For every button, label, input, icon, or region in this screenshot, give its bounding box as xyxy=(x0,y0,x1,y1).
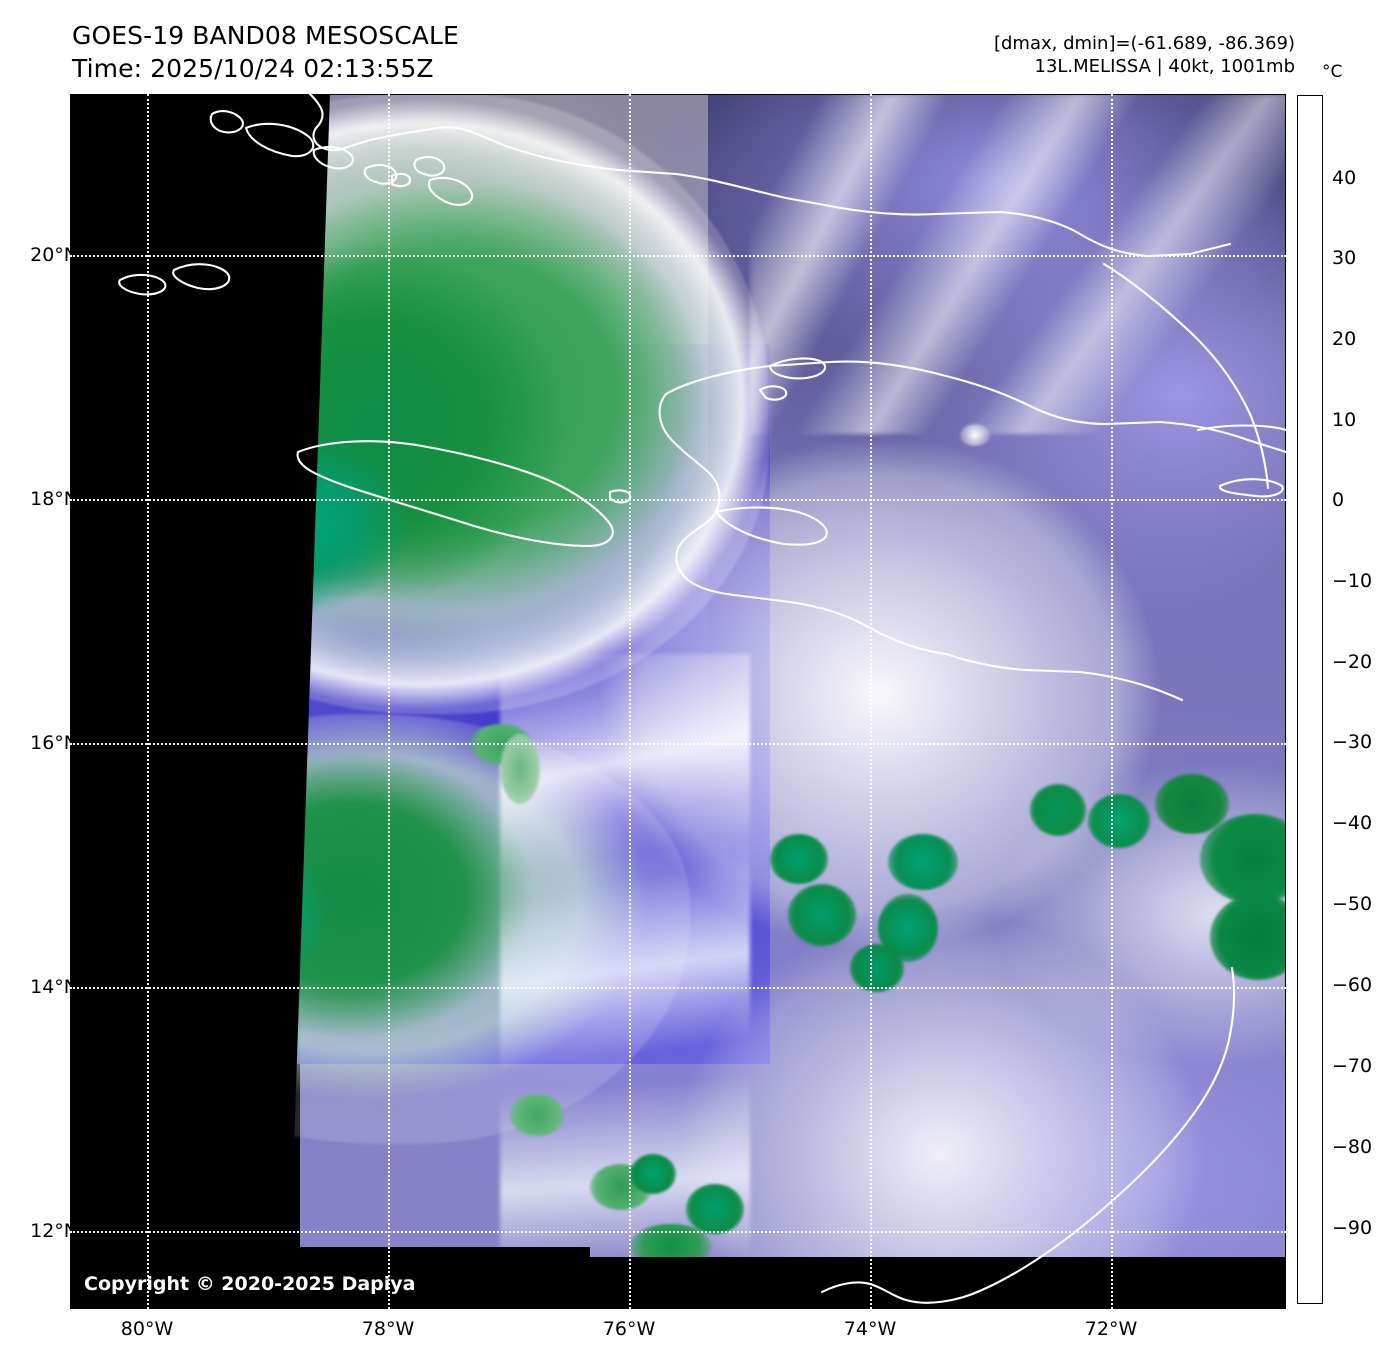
timestamp-label: Time: 2025/10/24 02:13:55Z xyxy=(72,53,434,83)
convective-cell xyxy=(770,834,828,884)
convective-cell xyxy=(960,424,990,446)
convective-cell xyxy=(510,1094,564,1136)
colorbar-tick-label: 30 xyxy=(1332,247,1357,269)
convective-cell xyxy=(1155,774,1229,834)
convective-cell xyxy=(850,944,904,992)
ytick-label: 16°N xyxy=(30,732,78,754)
convective-cell xyxy=(500,734,540,804)
colorbar-tick-label: 0 xyxy=(1332,489,1345,511)
colorbar xyxy=(1297,95,1323,1304)
xtick-label: 80°W xyxy=(120,1318,174,1340)
no-data-region xyxy=(70,94,330,1309)
dminmax-label: [dmax, dmin]=(-61.689, -86.369) xyxy=(993,33,1295,54)
title-block: GOES-19 BAND08 MESOSCALE Time: 2025/10/2… xyxy=(72,20,459,85)
storm-info-label: 13L.MELISSA | 40kt, 1001mb xyxy=(1034,56,1296,78)
colorbar-tick-label: −20 xyxy=(1332,651,1373,673)
convective-cell xyxy=(630,1154,676,1194)
colorbar-tick-label: −30 xyxy=(1332,731,1373,753)
xtick-label: 74°W xyxy=(843,1318,897,1340)
colorbar-tick-label: 20 xyxy=(1332,328,1357,350)
convective-cell xyxy=(1088,794,1150,848)
ytick-label: 12°N xyxy=(30,1220,78,1242)
copyright-label: Copyright © 2020-2025 Dapiya xyxy=(84,1273,416,1295)
colorbar-tick-label: −10 xyxy=(1332,570,1373,592)
colorbar-tick-label: −50 xyxy=(1332,893,1373,915)
colorbar-tick-label: −80 xyxy=(1332,1136,1373,1158)
colorbar-tick-label: 40 xyxy=(1332,167,1357,189)
cirrus-streaks xyxy=(750,94,1286,434)
satellite-image-plot: Copyright © 2020-2025 Dapiya xyxy=(70,94,1286,1309)
colorbar-unit-label: °C xyxy=(1322,62,1343,82)
convective-cell xyxy=(1200,814,1286,904)
xtick-label: 76°W xyxy=(602,1318,656,1340)
convective-cell xyxy=(788,884,856,946)
ytick-label: 20°N xyxy=(30,244,78,266)
page-title: GOES-19 BAND08 MESOSCALE xyxy=(72,21,459,50)
no-data-bottom-strip-2 xyxy=(70,1247,590,1269)
convective-cell xyxy=(888,834,958,890)
colorbar-tick-label: 10 xyxy=(1332,409,1357,431)
ytick-label: 14°N xyxy=(30,976,78,998)
colorbar-tick-label: −90 xyxy=(1332,1217,1373,1239)
convective-cell xyxy=(1210,894,1286,980)
xtick-label: 72°W xyxy=(1084,1318,1138,1340)
colorbar-tick-label: −60 xyxy=(1332,974,1373,996)
metadata-block: [dmax, dmin]=(-61.689, -86.369) 13L.MELI… xyxy=(994,32,1295,78)
colorbar-tick-label: −40 xyxy=(1332,812,1373,834)
xtick-label: 78°W xyxy=(361,1318,415,1340)
ytick-label: 18°N xyxy=(30,488,78,510)
convective-cell xyxy=(686,1184,744,1234)
convective-cell xyxy=(1030,784,1086,836)
colorbar-tick-label: −70 xyxy=(1332,1055,1373,1077)
